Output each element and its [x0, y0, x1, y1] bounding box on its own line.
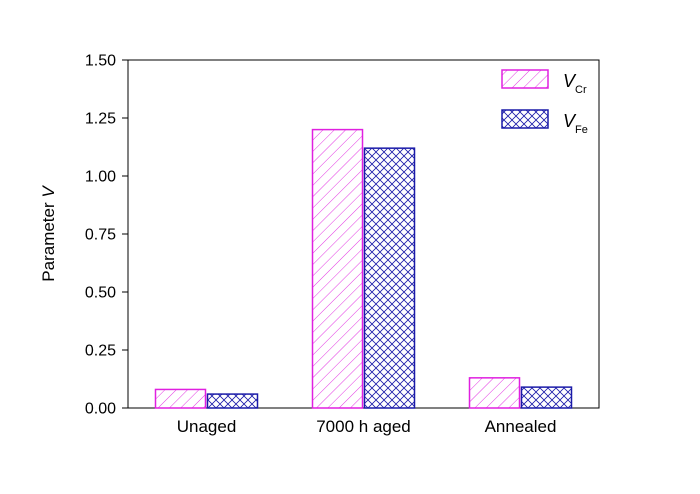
- y-axis-title-italic: V: [39, 185, 58, 198]
- y-tick-label: 0.00: [85, 401, 116, 418]
- y-tick-label: 0.75: [85, 227, 116, 244]
- y-tick-label: 1.50: [85, 53, 116, 70]
- legend: VCr VFe: [501, 69, 588, 136]
- bar-fe: [520, 386, 573, 409]
- bar-fe: [363, 147, 416, 409]
- bar-cr: [468, 377, 521, 409]
- y-tick-label: 0.25: [85, 343, 116, 360]
- legend-swatch-cr: [501, 69, 549, 89]
- bars: [154, 128, 573, 409]
- y-tick-label: 0.50: [85, 285, 116, 302]
- x-category-label: 7000 h aged: [316, 417, 411, 436]
- y-axis: 0.00 0.25 0.50 0.75 1.00 1.25 1.50: [85, 53, 128, 418]
- bar-cr: [154, 388, 207, 409]
- x-category-label: Annealed: [485, 417, 557, 436]
- y-axis-title-text: Parameter: [39, 198, 58, 282]
- x-category-label: Unaged: [177, 417, 237, 436]
- y-axis-title: Parameter V: [39, 185, 58, 282]
- x-axis: Unaged 7000 h aged Annealed: [177, 417, 557, 436]
- bar-fe: [206, 393, 259, 409]
- bar-cr: [311, 128, 364, 409]
- y-tick-label: 1.25: [85, 111, 116, 128]
- legend-label: VFe: [563, 111, 588, 136]
- legend-swatch-fe: [501, 109, 549, 129]
- legend-label: VCr: [563, 71, 587, 96]
- y-tick-label: 1.00: [85, 169, 116, 186]
